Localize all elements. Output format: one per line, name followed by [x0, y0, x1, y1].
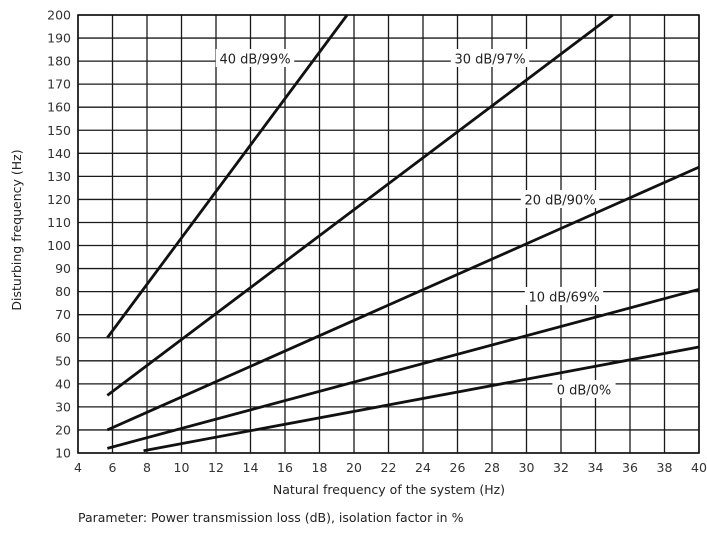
y-tick-label: 60: [55, 330, 71, 345]
y-tick-label: 160: [47, 100, 71, 115]
series-label-bg: [552, 380, 616, 398]
tick-labels: 4 6 8 10 12 14 16 18 20 22 24 26 28 30 32 34 36 38 40 10 20 3…: [47, 8, 707, 476]
x-tick-label: 10: [174, 460, 190, 475]
y-tick-label: 100: [47, 238, 71, 253]
y-tick-label: 170: [47, 77, 71, 92]
y-tick-label: 140: [47, 146, 71, 161]
x-tick-label: 40: [691, 460, 707, 475]
series-label-bg: [215, 49, 295, 67]
x-tick-label: 6: [109, 460, 117, 475]
x-tick-label: 20: [346, 460, 362, 475]
x-tick-label: 28: [484, 460, 500, 475]
x-tick-label: 34: [588, 460, 604, 475]
y-tick-label: 130: [47, 169, 71, 184]
y-tick-label: 40: [55, 376, 71, 391]
series-label-bg: [520, 190, 600, 208]
series-line-20db: [106, 165, 700, 432]
x-tick-label: 14: [243, 460, 259, 475]
chart-caption: Parameter: Power transmission loss (dB),…: [78, 510, 464, 525]
x-tick-label: 22: [381, 460, 397, 475]
series-label-20db: 20 dB/90%: [524, 194, 595, 209]
y-tick-label: 80: [55, 284, 71, 299]
series-labels: 40 dB/99% 30 dB/97% 20 dB/90% 10 dB/69% 0 dB…: [215, 49, 616, 399]
x-tick-label: 26: [450, 460, 466, 475]
series-label-10db: 10 dB/69%: [528, 291, 599, 306]
series-line-0db: [143, 345, 700, 453]
x-tick-label: 32: [553, 460, 569, 475]
y-tick-label: 110: [47, 215, 71, 230]
x-tick-label: 4: [74, 460, 82, 475]
x-tick-label: 18: [312, 460, 328, 475]
y-tick-label: 90: [55, 261, 71, 276]
x-tick-label: 38: [657, 460, 673, 475]
y-tick-label: 70: [55, 307, 71, 322]
y-tick-label: 10: [55, 446, 71, 461]
series-label-30db: 30 dB/97%: [454, 53, 525, 68]
y-tick-label: 20: [55, 422, 71, 437]
series-line-30db: [106, 13, 614, 397]
y-tick-label: 180: [47, 54, 71, 69]
x-axis-label: Natural frequency of the system (Hz): [273, 482, 505, 497]
y-tick-label: 150: [47, 123, 71, 138]
y-tick-label: 30: [55, 399, 71, 414]
y-tick-label: 200: [47, 8, 71, 23]
series-label-40db: 40 dB/99%: [219, 53, 290, 68]
series-line-40db: [106, 14, 349, 339]
x-tick-label: 36: [622, 460, 638, 475]
series-label-0db: 0 dB/0%: [557, 384, 612, 399]
x-tick-label: 12: [208, 460, 224, 475]
series-label-bg: [450, 49, 530, 67]
x-tick-label: 24: [415, 460, 431, 475]
plot-frame: [77, 14, 700, 454]
series-lines: [106, 13, 700, 453]
x-tick-label: 8: [143, 460, 151, 475]
y-axis-label: Disturbing frequency (Hz): [9, 149, 24, 310]
x-tick-label: 30: [519, 460, 535, 475]
y-tick-label: 190: [47, 31, 71, 46]
y-tick-label: 50: [55, 353, 71, 368]
y-tick-label: 120: [47, 192, 71, 207]
x-tick-label: 16: [277, 460, 293, 475]
series-line-10db: [106, 287, 700, 450]
series-label-bg: [524, 287, 604, 305]
